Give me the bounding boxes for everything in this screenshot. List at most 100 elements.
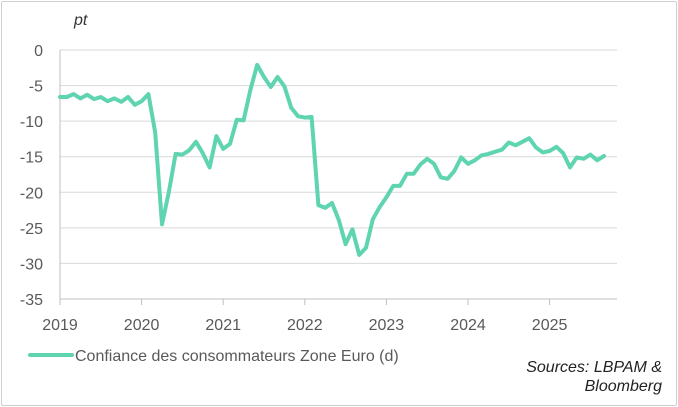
data-point (262, 75, 266, 79)
data-point (58, 95, 62, 99)
x-tick-label: 2023 (369, 317, 405, 334)
data-point (384, 195, 388, 199)
data-point (582, 157, 586, 161)
data-point (221, 147, 225, 151)
y-tick-label: -5 (29, 79, 43, 96)
y-tick-label: -30 (20, 256, 43, 273)
data-point (289, 106, 293, 110)
x-tick-label: 2024 (450, 317, 486, 334)
data-point (167, 190, 171, 194)
source-line-2: Bloomberg (585, 378, 662, 395)
y-unit-label: pt (73, 12, 88, 29)
y-tick-label: 0 (34, 43, 43, 60)
gridlines (60, 49, 617, 300)
source-line-1: Sources: LBPAM & (526, 359, 662, 376)
data-point (507, 141, 511, 145)
x-axis: 2019 2020 2021 2022 2023 2024 2025 (42, 298, 617, 334)
data-point (473, 158, 477, 162)
data-point (520, 140, 524, 144)
data-point (85, 93, 89, 97)
x-tick-label: 2022 (287, 317, 323, 334)
data-point (595, 158, 599, 162)
data-point (208, 165, 212, 169)
data-point (350, 227, 354, 231)
data-point (446, 177, 450, 181)
data-point (310, 115, 314, 119)
data-point (466, 162, 470, 166)
data-point (378, 205, 382, 209)
data-point (493, 150, 497, 154)
data-point (588, 153, 592, 157)
data-point (214, 134, 218, 138)
x-tick-label: 2020 (124, 317, 160, 334)
data-point (255, 63, 259, 67)
data-point (439, 175, 443, 179)
y-tick-label: -10 (20, 114, 43, 131)
data-point (228, 142, 232, 146)
data-point (248, 88, 252, 92)
series-line-confiance (58, 62, 606, 257)
data-point (119, 100, 123, 104)
data-point (330, 201, 334, 205)
data-point (561, 151, 565, 155)
data-point (153, 131, 157, 135)
data-point (480, 153, 484, 157)
data-point (112, 96, 116, 100)
data-point (548, 149, 552, 153)
data-point (194, 140, 198, 144)
y-tick-label: -15 (20, 150, 43, 167)
data-point (316, 203, 320, 207)
data-point (78, 96, 82, 100)
data-point (337, 218, 341, 222)
data-point (323, 206, 327, 210)
data-point (344, 242, 348, 246)
y-tick-label: -35 (20, 292, 43, 309)
data-point (282, 84, 286, 88)
data-point (459, 155, 463, 159)
data-point (575, 155, 579, 159)
data-point (235, 118, 239, 122)
data-point (65, 95, 69, 99)
data-point (146, 92, 150, 96)
data-point (398, 184, 402, 188)
data-point (452, 169, 456, 173)
data-point (187, 148, 191, 152)
x-tick-label: 2025 (532, 317, 568, 334)
data-point (99, 95, 103, 99)
legend-label: Confiance des consommateurs Zone Euro (d… (75, 348, 399, 365)
data-point (541, 150, 545, 154)
data-point (432, 162, 436, 166)
data-point (174, 152, 178, 156)
data-point (405, 172, 409, 176)
data-point (418, 163, 422, 167)
data-point (180, 153, 184, 157)
data-point (133, 103, 137, 107)
data-point (391, 184, 395, 188)
data-point (554, 145, 558, 149)
data-point (269, 85, 273, 89)
data-point (140, 99, 144, 103)
x-tick-label: 2019 (42, 317, 78, 334)
data-point (602, 154, 606, 158)
data-point (106, 99, 110, 103)
y-tick-label: -20 (20, 185, 43, 202)
data-point (534, 146, 538, 150)
data-point (296, 114, 300, 118)
data-point (303, 116, 307, 120)
y-axis: 0 -5 -10 -15 -20 -25 -30 -35 (20, 43, 61, 309)
data-point (500, 148, 504, 152)
data-point (201, 151, 205, 155)
data-point (160, 222, 164, 226)
data-point (425, 157, 429, 161)
x-tick-label: 2021 (205, 317, 241, 334)
data-point (412, 172, 416, 176)
data-point (514, 143, 518, 147)
data-point (364, 246, 368, 250)
y-tick-label: -25 (20, 221, 43, 238)
data-point (72, 92, 76, 96)
data-point (357, 253, 361, 257)
data-point (371, 217, 375, 221)
data-point (242, 118, 246, 122)
